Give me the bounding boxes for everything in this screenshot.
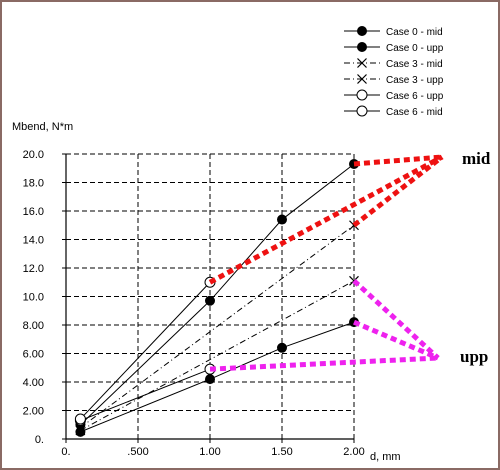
callout-0-line-2 bbox=[353, 154, 443, 167]
series-0-line bbox=[80, 163, 355, 426]
y-tick-label-1: 2.00 bbox=[23, 406, 44, 418]
tick-labels: 0. .500 1.00 1.50 2.00 0. 2.00 4.00 6.00 8.00 10.0… bbox=[23, 149, 365, 458]
legend-entry-5-label: Case 6 - mid bbox=[386, 107, 443, 118]
legend-entry-0-label: Case 0 - mid bbox=[386, 27, 443, 38]
legend-entry-3-label: Case 3 - upp bbox=[386, 75, 444, 86]
y-tick-label-9: 18.0 bbox=[23, 178, 44, 190]
y-tick-label-6: 12.0 bbox=[23, 263, 44, 275]
callout-1-line-2 bbox=[352, 278, 440, 360]
y-axis-label: Mbend, N*m bbox=[12, 121, 73, 133]
series-1-point-1 bbox=[205, 374, 215, 385]
y-tick-label-3: 6.00 bbox=[23, 349, 44, 361]
callout-1-line-0 bbox=[209, 355, 439, 372]
series-0-point-1 bbox=[205, 295, 215, 306]
legend-entry-4-label: Case 6 - upp bbox=[386, 91, 444, 102]
legend-entry-2-label: Case 3 - mid bbox=[386, 59, 443, 70]
legend: Case 0 - mid Case 0 - upp Case 3 - mid Case… bbox=[344, 26, 444, 118]
legend-entry-1: Case 0 - upp bbox=[344, 42, 444, 54]
legend-entry-0-marker bbox=[357, 26, 367, 36]
y-tick-label-4: 8.00 bbox=[23, 320, 44, 332]
series-1 bbox=[75, 317, 359, 437]
legend-entry-5-marker bbox=[356, 105, 368, 117]
series-0-point-2 bbox=[277, 214, 287, 225]
x-tick-label-0: 0. bbox=[61, 446, 70, 458]
y-tick-label-10: 20.0 bbox=[23, 149, 44, 161]
series-group bbox=[74, 158, 359, 437]
y-tick-label-5: 10.0 bbox=[23, 292, 44, 304]
y-tick-label-0: 0. bbox=[35, 434, 44, 446]
series-3 bbox=[75, 275, 359, 436]
y-tick-label-8: 16.0 bbox=[23, 206, 44, 218]
legend-entry-3-marker-stroke-b bbox=[357, 74, 367, 84]
legend-entry-3: Case 3 - upp bbox=[344, 74, 444, 86]
callout-0-line-0 bbox=[208, 154, 444, 285]
callouts: mid upp bbox=[208, 149, 491, 372]
x-tick-label-3: 1.50 bbox=[271, 446, 292, 458]
legend-entry-0: Case 0 - mid bbox=[344, 26, 443, 38]
callout-1: upp bbox=[209, 278, 488, 372]
x-tick-label-1: .500 bbox=[127, 446, 148, 458]
callout-0-line-1 bbox=[352, 155, 444, 228]
x-axis-label: d, mm bbox=[370, 451, 401, 463]
series-2-line bbox=[80, 224, 355, 429]
series-5-line bbox=[80, 281, 211, 420]
series-0 bbox=[75, 158, 359, 430]
legend-entry-2: Case 3 - mid bbox=[344, 58, 443, 70]
callout-0-label: mid bbox=[462, 149, 491, 168]
series-1-point-2 bbox=[277, 342, 287, 353]
y-tick-label-2: 4.00 bbox=[23, 377, 44, 389]
series-5 bbox=[74, 276, 216, 425]
callout-1-label: upp bbox=[460, 347, 488, 366]
callout-1-line-1 bbox=[353, 319, 439, 361]
axes bbox=[62, 153, 355, 443]
series-3-point-0-stroke-b bbox=[75, 425, 86, 436]
series-4 bbox=[74, 363, 216, 426]
series-1-line bbox=[80, 321, 355, 433]
legend-entry-2-marker-stroke-b bbox=[357, 58, 367, 68]
callout-0: mid bbox=[208, 149, 491, 285]
legend-entry-1-marker bbox=[357, 42, 367, 52]
x-tick-label-4: 2.00 bbox=[343, 446, 364, 458]
legend-entry-4: Case 6 - upp bbox=[344, 89, 444, 102]
legend-entry-1-label: Case 0 - upp bbox=[386, 43, 444, 54]
x-tick-label-2: 1.00 bbox=[199, 446, 220, 458]
series-4-line bbox=[80, 368, 211, 421]
series-3-point-0 bbox=[75, 425, 86, 436]
y-tick-label-7: 14.0 bbox=[23, 235, 44, 247]
series-2 bbox=[75, 220, 359, 433]
legend-entry-4-marker bbox=[356, 89, 368, 101]
legend-entry-5: Case 6 - mid bbox=[344, 105, 443, 118]
legend-entry-2-marker bbox=[357, 58, 367, 68]
series-5-point-0 bbox=[74, 413, 86, 425]
series-3-line bbox=[80, 280, 355, 431]
legend-entry-3-marker bbox=[357, 74, 367, 84]
